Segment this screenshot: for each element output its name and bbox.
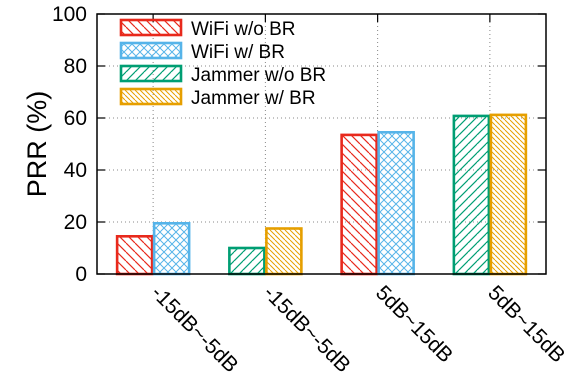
bar [152, 222, 191, 276]
legend-label: Jammer w/ BR [191, 88, 316, 109]
y-tick-label: 40 [64, 159, 87, 182]
bars [115, 113, 528, 276]
y-tick-label: 100 [52, 3, 87, 26]
legend-label: WiFi w/ BR [191, 42, 285, 63]
y-tick-label: 80 [64, 55, 87, 78]
x-tick-label: -15dB~-5dB [259, 281, 355, 377]
legend-swatch [119, 64, 183, 83]
legend-swatch [119, 87, 183, 106]
legend-label: Jammer w/o BR [191, 65, 326, 86]
x-tick-label: -15dB~-5dB [147, 281, 243, 377]
legend-swatch [119, 18, 183, 37]
bar [228, 246, 266, 276]
bar [452, 114, 491, 276]
y-tick-label: 20 [64, 211, 87, 234]
y-ticks: 0 20 40 60 80 100 [52, 3, 546, 286]
y-tick-label: 60 [64, 107, 87, 130]
x-tick-label: 5dB~15dB [483, 281, 569, 367]
bar [340, 133, 378, 276]
plot-frame [96, 13, 547, 275]
legend-label: WiFi w/o BR [191, 19, 296, 40]
bar [489, 113, 528, 276]
y-tick-label: 0 [75, 263, 87, 286]
x-tick-label: 5dB~15dB [371, 281, 457, 367]
legend-swatch [119, 41, 183, 60]
y-axis-label: PRR (%) [22, 91, 52, 198]
bar [265, 227, 303, 276]
bar [115, 235, 154, 276]
bar [377, 131, 415, 276]
